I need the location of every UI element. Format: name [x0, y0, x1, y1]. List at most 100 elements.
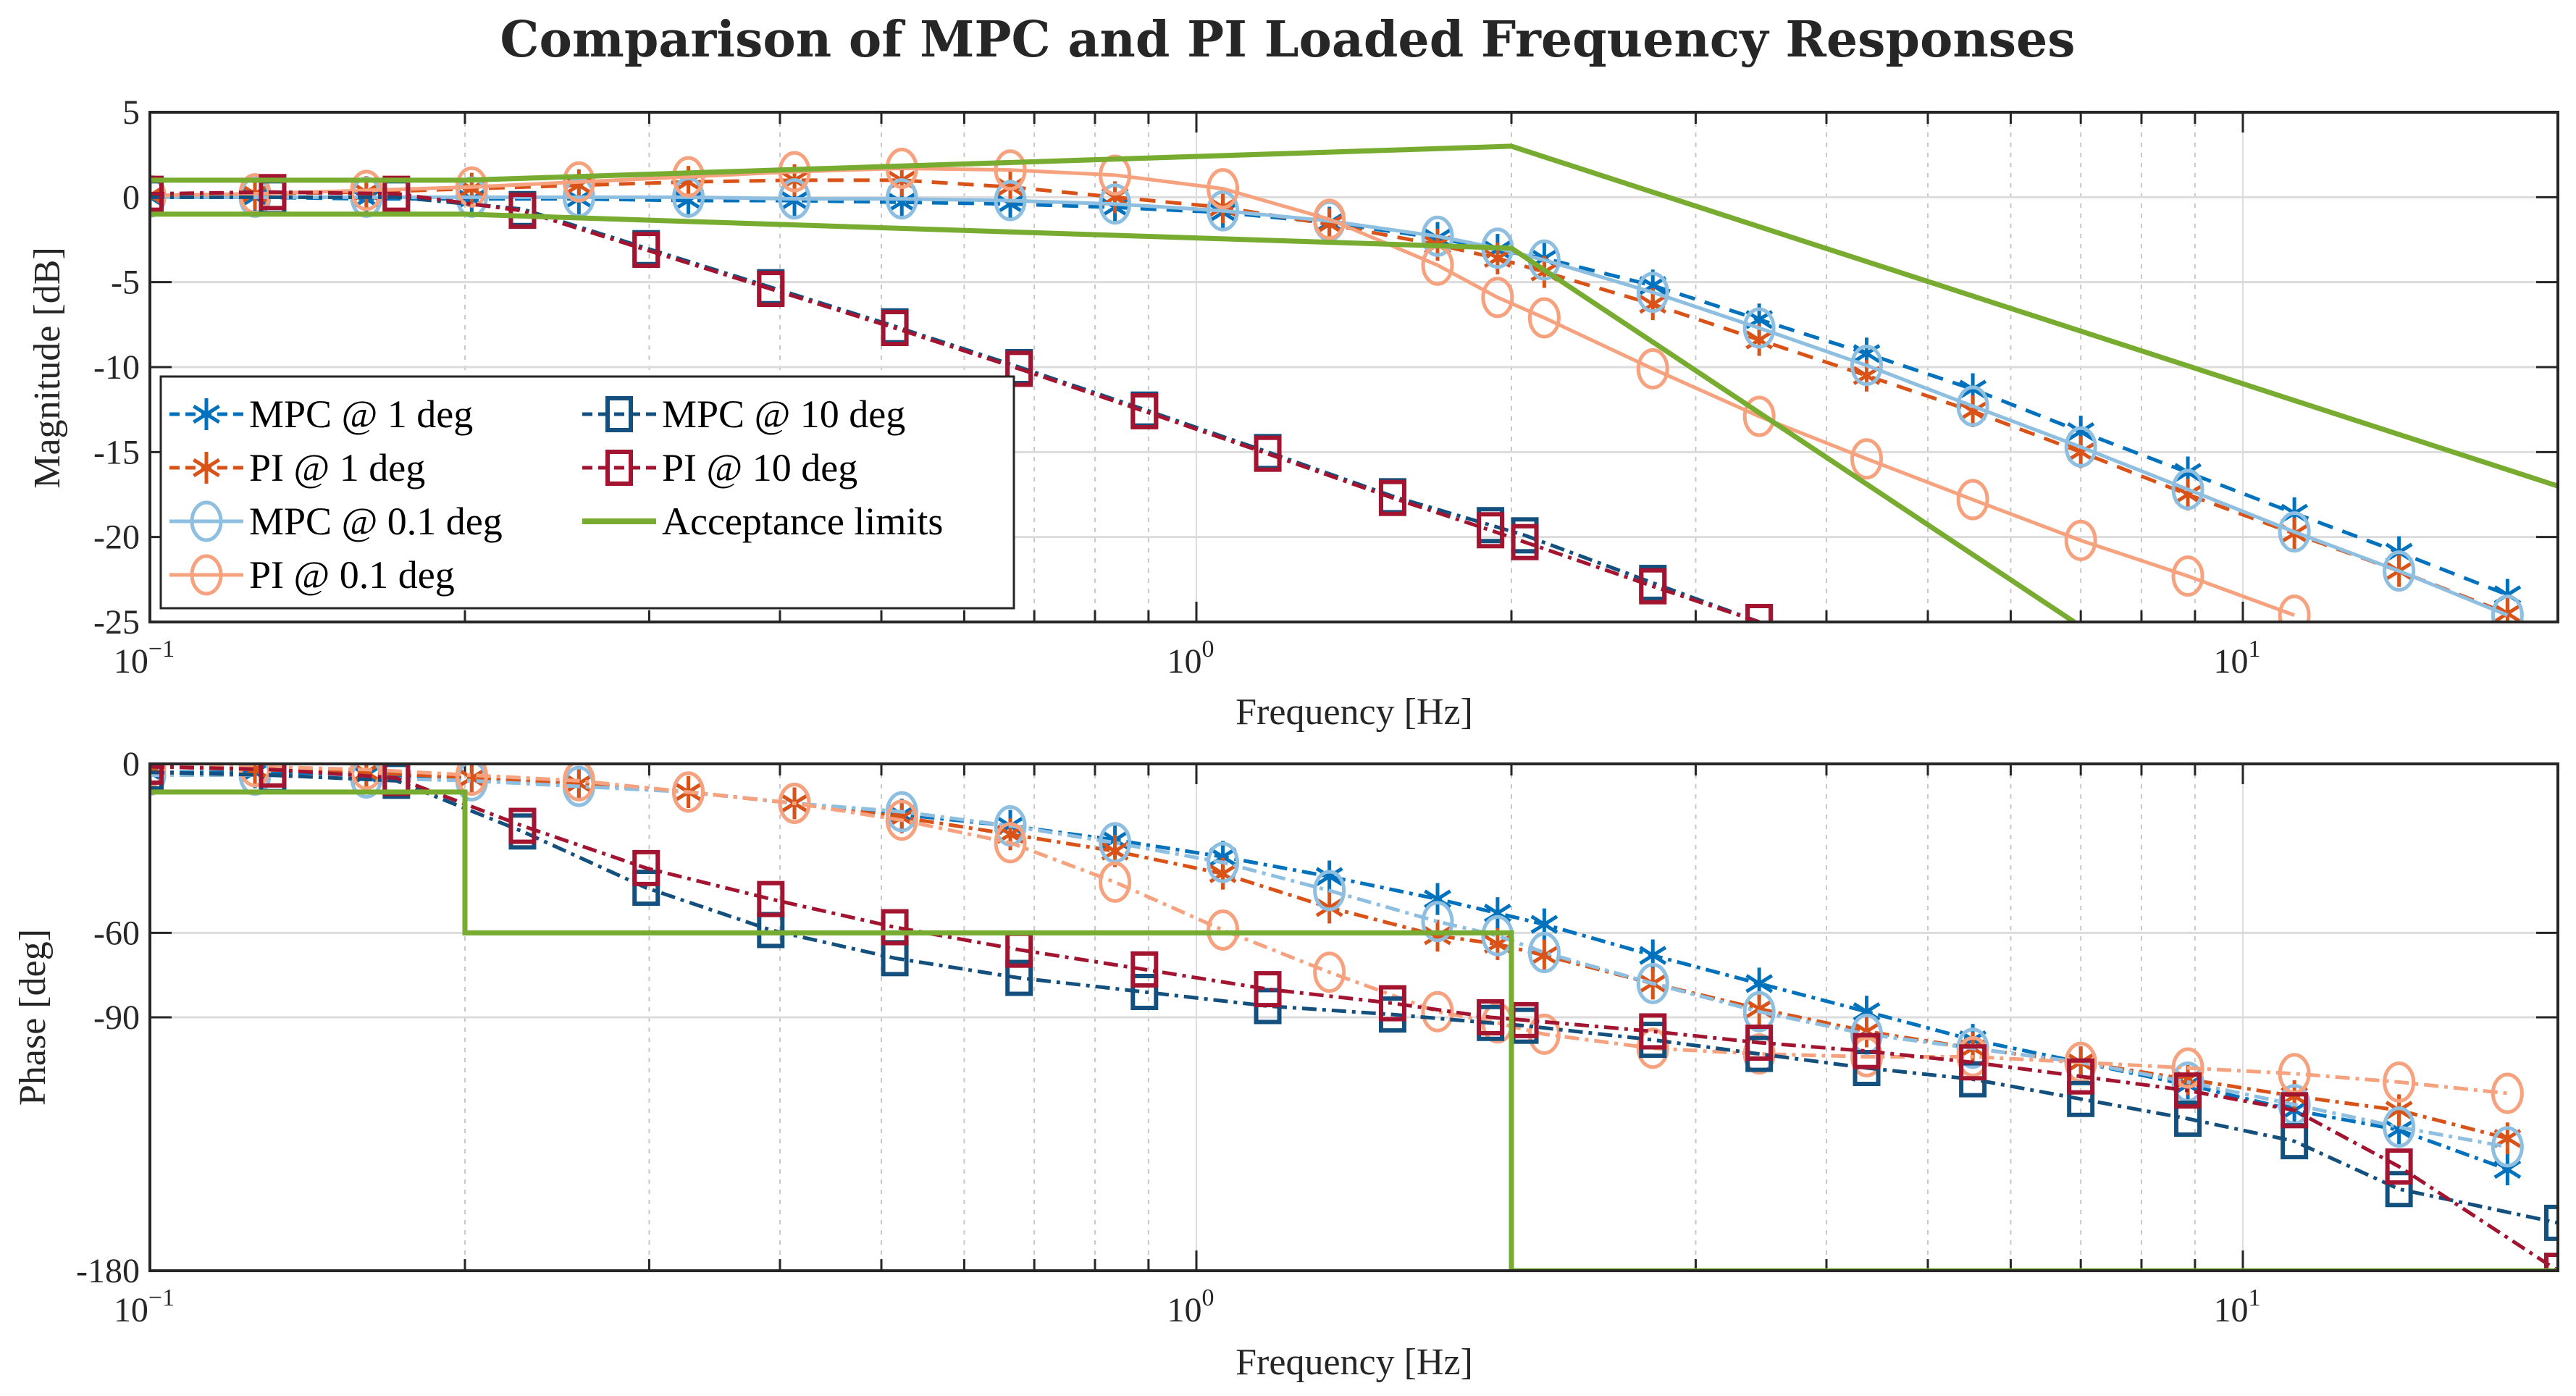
- phase-point-pi-10-deg: [2281, 1092, 2309, 1129]
- magnitude-point-mpc-0-1-deg: [2171, 468, 2204, 510]
- legend-entry: Acceptance limits: [582, 500, 943, 543]
- phase-point-pi-10-deg: [508, 807, 537, 844]
- phase-point-pi-0-1-deg: [1636, 1027, 1669, 1069]
- phase-point-mpc-0-1-deg: [1207, 841, 1240, 883]
- phase-y-tick-label: -60: [93, 914, 140, 952]
- phase-point-pi-0-1-deg: [994, 822, 1027, 864]
- legend-swatch-marker: [193, 452, 220, 484]
- phase-point-pi-0-1-deg: [2383, 1061, 2416, 1103]
- magnitude-point-pi-10-deg: [1005, 350, 1033, 387]
- phase-point-pi-0-1-deg: [238, 764, 272, 788]
- magnitude-x-tick-label: 100: [1167, 636, 1214, 681]
- phase-point-pi-0-1-deg: [1421, 991, 1454, 1033]
- phase-point-pi-0-1-deg: [1742, 1033, 1776, 1075]
- phase-point-mpc-1-deg: [1424, 883, 1451, 915]
- phase-point-pi-10-deg: [1254, 971, 1282, 1008]
- magnitude-point-mpc-0-1-deg: [1742, 307, 1776, 349]
- phase-point-pi-0-1-deg: [455, 764, 488, 796]
- magnitude-point-mpc-0-1-deg: [2278, 511, 2311, 553]
- phase-point-pi-0-1-deg: [2171, 1047, 2204, 1089]
- phase-point-pi-10-deg: [1639, 1013, 1667, 1050]
- phase-point-pi-10-deg: [1477, 999, 1505, 1035]
- magnitude-point-pi-0-1-deg: [1850, 438, 1884, 480]
- legend-label: PI @ 10 deg: [662, 446, 857, 489]
- phase-point-pi-10-deg: [1959, 1044, 1987, 1081]
- magnitude-point-pi-1-deg: [2067, 436, 2095, 468]
- phase-point-pi-10-deg: [1853, 1033, 1881, 1069]
- legend-entry: MPC @ 10 deg: [582, 392, 905, 436]
- phase-point-pi-0-1-deg: [562, 764, 595, 802]
- phase-point-pi-0-1-deg: [885, 799, 918, 841]
- magnitude-point-pi-10-deg: [1745, 604, 1774, 622]
- phase-y-tick-label: -180: [76, 1252, 140, 1290]
- magnitude-point-pi-0-1-deg: [1313, 198, 1346, 240]
- phase-point-pi-0-1-deg: [1099, 861, 1132, 903]
- phase-point-pi-10-deg: [632, 849, 660, 886]
- magnitude-y-tick-label: -5: [111, 264, 140, 302]
- phase-point-pi-10-deg: [881, 909, 909, 946]
- magnitude-point-mpc-0-1-deg: [994, 180, 1027, 222]
- magnitude-point-pi-0-1-deg: [1099, 154, 1132, 196]
- legend-swatch-marker: [605, 450, 633, 486]
- phase-line-mpc-10-deg: [150, 770, 2558, 1225]
- magnitude-line-mpc-0-1-deg: [150, 195, 2509, 617]
- magnitude-y-tick-label: 0: [122, 178, 140, 216]
- legend-swatch-marker: [190, 554, 223, 596]
- magnitude-point-mpc-0-1-deg: [1207, 190, 1240, 232]
- magnitude-y-tick-label: 5: [122, 93, 140, 132]
- magnitude-point-mpc-0-1-deg: [2383, 550, 2416, 592]
- magnitude-point-pi-10-deg: [881, 310, 909, 347]
- magnitude-point-pi-0-1-deg: [994, 149, 1027, 191]
- phase-x-tick-label: 10−1: [114, 1284, 175, 1329]
- magnitude-y-tick-label: -20: [93, 518, 140, 557]
- phase-point-pi-0-1-deg: [672, 771, 705, 813]
- magnitude-point-pi-10-deg: [1477, 512, 1505, 549]
- phase-point-pi-0-1-deg: [1313, 951, 1346, 993]
- magnitude-x-axis-label: Frequency [Hz]: [1235, 691, 1473, 733]
- magnitude-line-pi-1-deg: [150, 178, 2509, 615]
- magnitude-point-mpc-0-1-deg: [1099, 183, 1132, 225]
- phase-point-pi-0-1-deg: [778, 782, 811, 824]
- magnitude-point-mpc-0-1-deg: [1421, 215, 1454, 257]
- phase-y-axis-label: Phase [deg]: [12, 929, 54, 1106]
- phase-point-mpc-0-1-deg: [1421, 901, 1454, 943]
- magnitude-point-pi-0-1-deg: [2171, 555, 2204, 597]
- legend-entry: PI @ 0.1 deg: [169, 553, 455, 597]
- phase-line-pi-0-1-deg: [150, 765, 2508, 1096]
- phase-point-pi-0-1-deg: [350, 764, 383, 791]
- phase-point-mpc-10-deg: [632, 870, 660, 907]
- phase-point-mpc-0-1-deg: [1636, 962, 1669, 1004]
- magnitude-point-pi-10-deg: [1511, 524, 1539, 560]
- magnitude-point-pi-10-deg: [1639, 568, 1667, 605]
- legend-swatch-marker: [605, 396, 633, 432]
- magnitude-point-pi-0-1-deg: [1742, 395, 1776, 437]
- phase-line-pi-10-deg: [150, 765, 2558, 1271]
- phase-point-mpc-0-1-deg: [1742, 991, 1776, 1033]
- magnitude-point-pi-10-deg: [1378, 479, 1406, 516]
- legend: MPC @ 1 deg PI @ 1 deg MPC @ 0.1 deg PI @ 0…: [159, 375, 1015, 610]
- magnitude-axes-box: [148, 111, 2559, 623]
- legend-swatch-marker: [193, 398, 220, 430]
- phase-point-mpc-1-deg: [2493, 1153, 2522, 1185]
- phase-point-pi-10-deg: [1378, 985, 1406, 1022]
- phase-point-pi-10-deg: [2174, 1072, 2202, 1109]
- magnitude-point-pi-0-1-deg: [1636, 348, 1669, 390]
- magnitude-y-tick-label: -25: [93, 603, 140, 642]
- magnitude-point-pi-10-deg: [632, 232, 660, 269]
- legend-swatch-marker: [190, 500, 223, 542]
- magnitude-point-mpc-0-1-deg: [2064, 426, 2097, 468]
- phase-point-pi-1-deg: [458, 764, 486, 794]
- magnitude-line-acceptance-limits: [150, 211, 2076, 622]
- phase-point-mpc-10-deg: [2174, 1101, 2202, 1137]
- legend-label: PI @ 1 deg: [249, 446, 425, 489]
- phase-x-tick-label: 101: [2214, 1284, 2261, 1329]
- phase-point-pi-10-deg: [259, 764, 287, 788]
- magnitude-point-mpc-10-deg: [632, 230, 660, 266]
- magnitude-point-mpc-0-1-deg: [1956, 385, 1989, 427]
- magnitude-point-pi-10-deg: [1130, 393, 1159, 430]
- phase-point-pi-10-deg: [150, 764, 164, 785]
